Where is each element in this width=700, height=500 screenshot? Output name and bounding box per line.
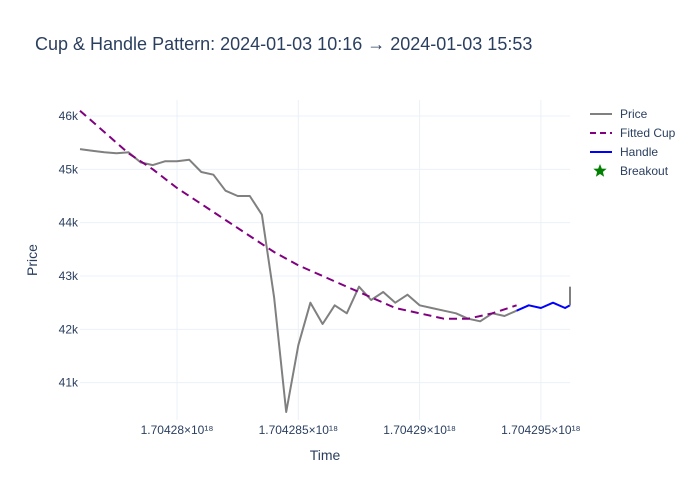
chart-title: Cup & Handle Pattern: 2024-01-03 10:16 →…: [35, 34, 532, 54]
x-tick-label: 1.704295×10¹⁸: [501, 423, 580, 437]
series-line-handle: [516, 301, 571, 312]
legend: Price Fitted Cup Handle Breakout: [590, 107, 676, 178]
series-line-price: [79, 148, 518, 413]
x-tick-labels: 1.70428×10¹⁸ 1.704285×10¹⁸ 1.70429×10¹⁸ 1.7…: [141, 423, 581, 437]
legend-label: Price: [620, 107, 648, 121]
legend-label: Handle: [620, 145, 658, 159]
y-tick-label: 42k: [59, 322, 79, 336]
y-axis-title: Price: [24, 244, 40, 276]
y-tick-label: 43k: [59, 269, 79, 283]
grid: [80, 100, 570, 420]
legend-star-icon: [593, 164, 607, 177]
x-tick-label: 1.70429×10¹⁸: [383, 423, 456, 437]
y-tick-label: 41k: [59, 376, 79, 390]
series-line-fitted-cup: [79, 109, 517, 320]
x-tick-label: 1.704285×10¹⁸: [259, 423, 338, 437]
plot-area: [79, 109, 571, 413]
x-tick-label: 1.70428×10¹⁸: [141, 423, 214, 437]
y-tick-label: 46k: [59, 109, 79, 123]
y-tick-label: 44k: [59, 216, 79, 230]
legend-label: Breakout: [620, 164, 669, 178]
y-tick-label: 45k: [59, 162, 79, 176]
legend-label: Fitted Cup: [620, 126, 676, 140]
y-tick-labels: 41k 42k 43k 44k 45k 46k: [59, 109, 79, 390]
x-axis-title: Time: [310, 447, 341, 463]
